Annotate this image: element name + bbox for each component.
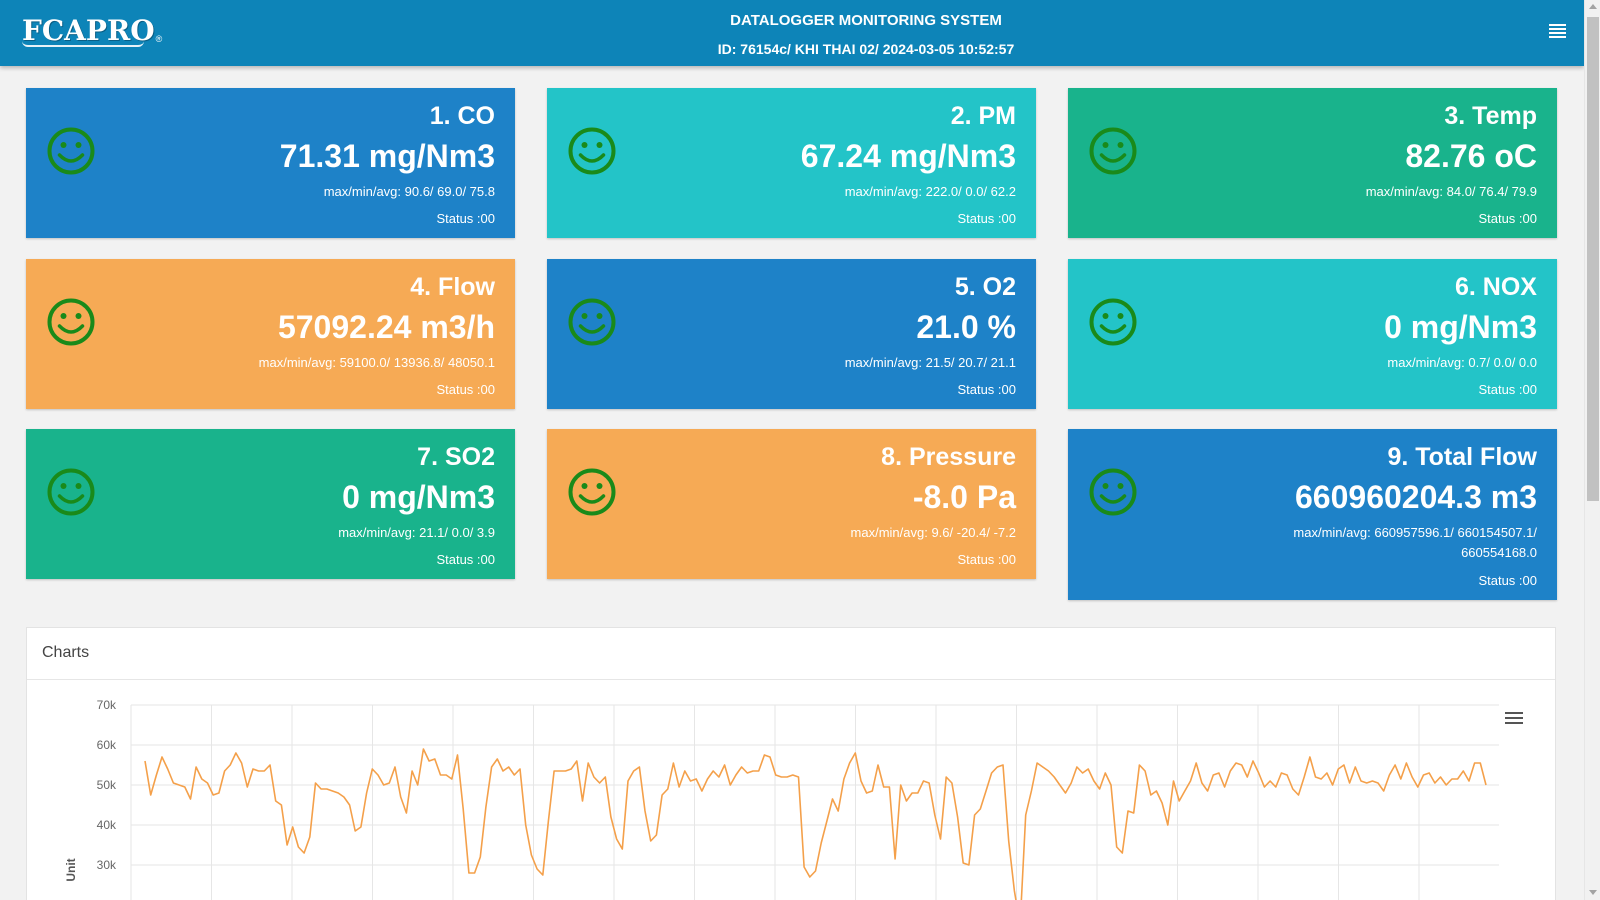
card-stats: max/min/avg: 222.0/ 0.0/ 62.2 — [844, 184, 1016, 199]
sensor-card[interactable]: 5. O2 21.0 % max/min/avg: 21.5/ 20.7/ 21.1… — [547, 259, 1036, 409]
card-stats: max/min/avg: 9.6/ -20.4/ -7.2 — [850, 525, 1016, 540]
sensor-card[interactable]: 1. CO 71.31 mg/Nm3 max/min/avg: 90.6/ 69.0… — [26, 88, 515, 238]
sensor-card[interactable]: 3. Temp 82.76 oC max/min/avg: 84.0/ 76.4/ … — [1068, 88, 1557, 238]
card-stats: max/min/avg: 59100.0/ 13936.8/ 48050.1 — [258, 355, 495, 370]
card-value: 82.76 oC — [1405, 138, 1537, 174]
smiley-icon — [47, 127, 95, 175]
card-value: 67.24 mg/Nm3 — [800, 138, 1016, 174]
smiley-icon — [47, 468, 95, 516]
sensor-card[interactable]: 9. Total Flow 660960204.3 m3 max/min/avg: … — [1068, 429, 1557, 600]
smiley-icon — [1089, 127, 1137, 175]
list-menu-icon[interactable] — [1549, 24, 1566, 38]
card-title: 7. SO2 — [417, 443, 495, 471]
sensor-card[interactable]: 2. PM 67.24 mg/Nm3 max/min/avg: 222.0/ 0.0… — [547, 88, 1036, 238]
card-title: 5. O2 — [954, 273, 1016, 301]
card-status: Status :00 — [957, 382, 1016, 397]
flow-line-chart: 30k 40k 50k 60k 70k Unit — [64, 698, 1499, 900]
charts-panel: Charts 30k 40k 50k 60k 70k Unit — [26, 627, 1556, 900]
top-header: FCAPRO ® DATALOGGER MONITORING SYSTEM ID… — [0, 0, 1584, 66]
card-stats: max/min/avg: 660957596.1/ 660154507.1/ 6… — [1293, 525, 1537, 560]
card-value: 0 mg/Nm3 — [342, 479, 495, 515]
card-title: 3. Temp — [1444, 102, 1537, 130]
charts-heading: Charts — [27, 628, 1555, 680]
smiley-icon — [1089, 298, 1137, 346]
sensor-card[interactable]: 7. SO2 0 mg/Nm3 max/min/avg: 21.1/ 0.0/ 3.… — [26, 429, 515, 579]
series-line — [144, 748, 1487, 900]
card-status: Status :00 — [1478, 573, 1537, 588]
sensor-card[interactable]: 6. NOX 0 mg/Nm3 max/min/avg: 0.7/ 0.0/ 0.0… — [1068, 259, 1557, 409]
card-stats: max/min/avg: 21.1/ 0.0/ 3.9 — [338, 525, 495, 540]
card-title: 2. PM — [950, 102, 1016, 130]
card-title: 4. Flow — [410, 273, 495, 301]
card-value: 0 mg/Nm3 — [1384, 309, 1537, 345]
page-scrollbar[interactable] — [1584, 0, 1600, 900]
scroll-up-arrow-icon[interactable] — [1589, 4, 1597, 9]
smiley-icon — [47, 298, 95, 346]
card-status: Status :00 — [436, 552, 495, 567]
hamburger-menu-icon[interactable] — [1505, 712, 1523, 726]
fcapro-logo[interactable]: FCAPRO ® — [22, 10, 163, 47]
card-title: 1. CO — [429, 102, 495, 130]
card-value: 71.31 mg/Nm3 — [279, 138, 495, 174]
page-title: DATALOGGER MONITORING SYSTEM — [730, 12, 1002, 29]
card-status: Status :00 — [436, 382, 495, 397]
y-tick-label: 70k — [97, 698, 117, 712]
card-stats: max/min/avg: 21.5/ 20.7/ 21.1 — [844, 355, 1016, 370]
station-info: ID: 76154c/ KHI THAI 02/ 2024-03-05 10:5… — [717, 41, 1015, 57]
card-stats: max/min/avg: 84.0/ 76.4/ 79.9 — [1365, 184, 1537, 199]
smiley-icon — [1089, 468, 1137, 516]
card-status: Status :00 — [957, 552, 1016, 567]
logo-registered-mark: ® — [155, 34, 163, 44]
sensor-card[interactable]: 4. Flow 57092.24 m3/h max/min/avg: 59100.0… — [26, 259, 515, 409]
card-status: Status :00 — [1478, 211, 1537, 226]
y-tick-label: 30k — [97, 858, 117, 872]
card-value: 57092.24 m3/h — [277, 309, 495, 345]
y-tick-label: 60k — [97, 738, 117, 752]
y-tick-label: 40k — [97, 818, 117, 832]
sensor-card[interactable]: 8. Pressure -8.0 Pa max/min/avg: 9.6/ -20.… — [547, 429, 1036, 579]
card-status: Status :00 — [436, 211, 495, 226]
card-value: -8.0 Pa — [912, 479, 1016, 515]
smiley-icon — [568, 468, 616, 516]
scrollbar-thumb[interactable] — [1587, 17, 1599, 501]
card-status: Status :00 — [1478, 382, 1537, 397]
card-title: 9. Total Flow — [1387, 443, 1537, 471]
y-axis-label: Unit — [64, 858, 78, 881]
logo-swoosh — [22, 41, 144, 47]
smiley-icon — [568, 298, 616, 346]
card-stats: max/min/avg: 90.6/ 69.0/ 75.8 — [323, 184, 495, 199]
card-value: 660960204.3 m3 — [1295, 479, 1537, 515]
card-status: Status :00 — [957, 211, 1016, 226]
y-tick-label: 50k — [97, 778, 117, 792]
scroll-down-arrow-icon[interactable] — [1589, 890, 1597, 895]
card-title: 6. NOX — [1455, 273, 1537, 301]
card-value: 21.0 % — [916, 309, 1016, 345]
smiley-icon — [568, 127, 616, 175]
card-stats: max/min/avg: 0.7/ 0.0/ 0.0 — [1387, 355, 1537, 370]
card-title: 8. Pressure — [881, 443, 1016, 471]
